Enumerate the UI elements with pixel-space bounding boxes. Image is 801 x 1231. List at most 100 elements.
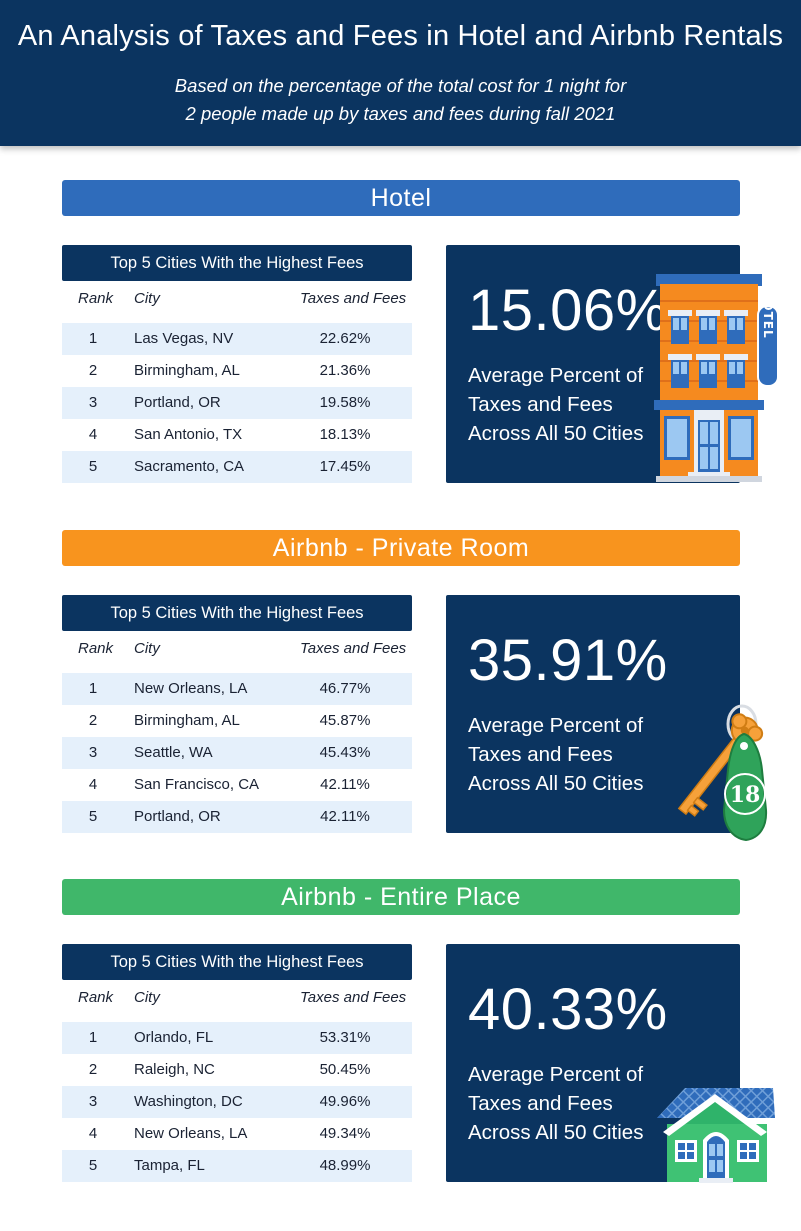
rank-cell: 4 bbox=[88, 1125, 98, 1142]
city-cell: San Francisco, CA bbox=[134, 776, 260, 793]
table-title: Top 5 Cities With the Highest Fees bbox=[62, 944, 412, 980]
table-row: 2 Birmingham, AL 21.36% bbox=[62, 355, 412, 387]
subtitle-line-1: Based on the percentage of the total cos… bbox=[174, 75, 627, 96]
city-cell: Tampa, FL bbox=[134, 1157, 205, 1174]
city-cell: Portland, OR bbox=[134, 808, 221, 825]
subtitle-line-2: 2 people made up by taxes and fees durin… bbox=[185, 103, 616, 124]
column-header-city: City bbox=[134, 640, 160, 657]
fees-cell: 49.96% bbox=[319, 1093, 371, 1110]
fees-cell: 42.11% bbox=[320, 776, 370, 793]
table-row: 2 Raleigh, NC 50.45% bbox=[62, 1054, 412, 1086]
hotel-building-icon: HOTEL bbox=[654, 274, 779, 482]
fees-cell: 17.45% bbox=[319, 458, 371, 475]
average-label-line-1: Average Percent of bbox=[468, 714, 644, 737]
entire-place-table: Top 5 Cities With the Highest Fees Rank … bbox=[62, 944, 412, 1182]
column-header-rank: Rank bbox=[78, 640, 114, 657]
average-label-line-2: Taxes and Fees bbox=[468, 393, 613, 416]
fees-cell: 21.36% bbox=[319, 362, 371, 379]
page-title: An Analysis of Taxes and Fees in Hotel a… bbox=[17, 20, 784, 52]
table-column-headers: Rank City Taxes and Fees bbox=[62, 631, 412, 673]
column-header-city: City bbox=[134, 989, 160, 1006]
table-row: 3 Portland, OR 19.58% bbox=[62, 387, 412, 419]
table-row: 5 Portland, OR 42.11% bbox=[62, 801, 412, 833]
rank-cell: 3 bbox=[88, 1093, 98, 1110]
average-label-line-2: Taxes and Fees bbox=[468, 1092, 613, 1115]
rank-cell: 1 bbox=[88, 1029, 98, 1046]
rank-cell: 2 bbox=[88, 1061, 98, 1078]
average-percent: 15.06% bbox=[468, 278, 668, 343]
page-subtitle: Based on the percentage of the total cos… bbox=[0, 72, 801, 128]
section-band-entire-place: Airbnb - Entire Place bbox=[62, 879, 740, 915]
house-icon bbox=[657, 1088, 775, 1183]
average-percent: 40.33% bbox=[468, 977, 668, 1042]
column-header-rank: Rank bbox=[78, 290, 114, 307]
fees-cell: 22.62% bbox=[319, 330, 371, 347]
fees-cell: 42.11% bbox=[320, 808, 370, 825]
city-cell: New Orleans, LA bbox=[134, 1125, 248, 1142]
fees-cell: 48.99% bbox=[319, 1157, 371, 1174]
rank-cell: 4 bbox=[88, 776, 98, 793]
table-row: 3 Washington, DC 49.96% bbox=[62, 1086, 412, 1118]
rank-cell: 2 bbox=[88, 712, 98, 729]
fees-cell: 53.31% bbox=[319, 1029, 371, 1046]
column-header-fees: Taxes and Fees bbox=[300, 290, 407, 307]
fees-cell: 18.13% bbox=[319, 426, 371, 443]
average-label-line-2: Taxes and Fees bbox=[468, 743, 613, 766]
average-label-line-3: Across All 50 Cities bbox=[468, 772, 644, 795]
rank-cell: 1 bbox=[88, 680, 98, 697]
fees-cell: 45.43% bbox=[319, 744, 371, 761]
page-header: An Analysis of Taxes and Fees in Hotel a… bbox=[0, 0, 801, 146]
column-header-city: City bbox=[134, 290, 160, 307]
rank-cell: 4 bbox=[88, 426, 98, 443]
private-room-table: Top 5 Cities With the Highest Fees Rank … bbox=[62, 595, 412, 833]
column-header-fees: Taxes and Fees bbox=[300, 640, 407, 657]
table-column-headers: Rank City Taxes and Fees bbox=[62, 281, 412, 323]
table-title: Top 5 Cities With the Highest Fees bbox=[62, 595, 412, 631]
city-cell: Birmingham, AL bbox=[134, 362, 240, 379]
table-row: 4 New Orleans, LA 49.34% bbox=[62, 1118, 412, 1150]
fees-cell: 46.77% bbox=[319, 680, 371, 697]
fees-cell: 50.45% bbox=[319, 1061, 371, 1078]
column-header-rank: Rank bbox=[78, 989, 114, 1006]
table-row: 4 San Francisco, CA 42.11% bbox=[62, 769, 412, 801]
city-cell: Sacramento, CA bbox=[134, 458, 245, 475]
average-description: Average Percent of Taxes and Fees Across… bbox=[468, 1060, 648, 1147]
city-cell: Orlando, FL bbox=[134, 1029, 214, 1046]
table-row: 5 Sacramento, CA 17.45% bbox=[62, 451, 412, 483]
average-label-line-1: Average Percent of bbox=[468, 364, 644, 387]
city-cell: Seattle, WA bbox=[134, 744, 213, 761]
hotel-table: Top 5 Cities With the Highest Fees Rank … bbox=[62, 245, 412, 483]
rank-cell: 3 bbox=[88, 394, 98, 411]
rank-cell: 5 bbox=[88, 1157, 98, 1174]
rank-cell: 3 bbox=[88, 744, 98, 761]
rank-cell: 1 bbox=[88, 330, 98, 347]
average-description: Average Percent of Taxes and Fees Across… bbox=[468, 361, 648, 448]
fees-cell: 49.34% bbox=[319, 1125, 371, 1142]
average-description: Average Percent of Taxes and Fees Across… bbox=[468, 711, 648, 798]
room-key-icon: 18 bbox=[677, 704, 768, 842]
city-cell: Birmingham, AL bbox=[134, 712, 240, 729]
average-percent: 35.91% bbox=[468, 628, 668, 693]
average-label-line-3: Across All 50 Cities bbox=[468, 1121, 644, 1144]
city-cell: Washington, DC bbox=[134, 1093, 243, 1110]
table-row: 1 Orlando, FL 53.31% bbox=[62, 1022, 412, 1054]
section-band-private-room: Airbnb - Private Room bbox=[62, 530, 740, 566]
fees-cell: 19.58% bbox=[319, 394, 371, 411]
section-band-hotel: Hotel bbox=[62, 180, 740, 216]
average-label-line-3: Across All 50 Cities bbox=[468, 422, 644, 445]
city-cell: Portland, OR bbox=[134, 394, 221, 411]
table-row: 2 Birmingham, AL 45.87% bbox=[62, 705, 412, 737]
average-label-line-1: Average Percent of bbox=[468, 1063, 644, 1086]
table-row: 1 Las Vegas, NV 22.62% bbox=[62, 323, 412, 355]
fees-cell: 45.87% bbox=[319, 712, 371, 729]
rank-cell: 5 bbox=[88, 458, 98, 475]
table-row: 1 New Orleans, LA 46.77% bbox=[62, 673, 412, 705]
table-row: 5 Tampa, FL 48.99% bbox=[62, 1150, 412, 1182]
table-row: 3 Seattle, WA 45.43% bbox=[62, 737, 412, 769]
column-header-fees: Taxes and Fees bbox=[300, 989, 407, 1006]
city-cell: San Antonio, TX bbox=[134, 426, 243, 443]
city-cell: New Orleans, LA bbox=[134, 680, 248, 697]
key-tag-number: 18 bbox=[730, 782, 761, 808]
rank-cell: 5 bbox=[88, 808, 98, 825]
rank-cell: 2 bbox=[88, 362, 98, 379]
